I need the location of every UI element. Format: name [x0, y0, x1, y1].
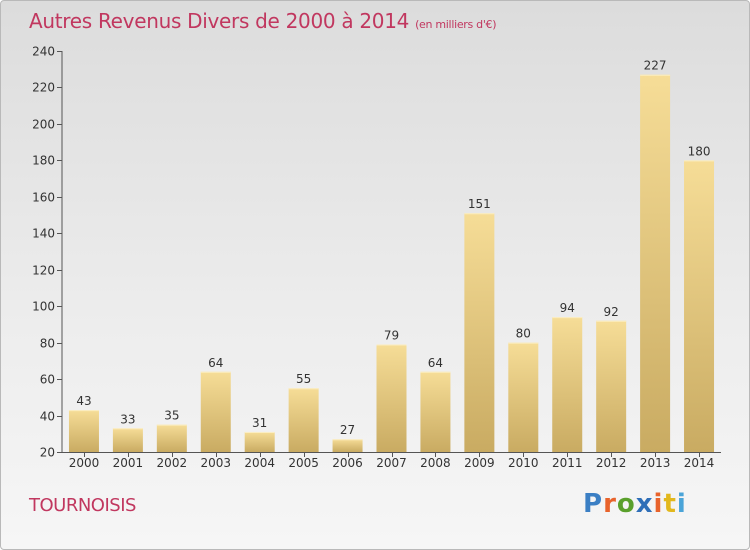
x-tick-label: 2013 — [640, 456, 671, 470]
bar-value-label: 33 — [120, 412, 135, 426]
bar-value-label: 80 — [516, 327, 531, 341]
x-tick-label: 2006 — [332, 456, 363, 470]
bar-value-label: 92 — [604, 305, 619, 319]
y-tick-label: 220 — [32, 81, 55, 95]
x-tick-label: 2009 — [464, 456, 495, 470]
bar — [200, 371, 231, 452]
y-tick-label: 200 — [32, 118, 55, 132]
x-tick-label: 2014 — [684, 456, 715, 470]
bar-value-label: 35 — [164, 409, 179, 423]
x-tick-label: 2010 — [508, 456, 539, 470]
y-tick-label: 160 — [32, 191, 55, 205]
y-tick-label: 120 — [32, 264, 55, 278]
bar-value-label: 31 — [252, 416, 267, 430]
proxiti-logo: Proxiti — [583, 489, 687, 519]
bar-value-label: 79 — [384, 328, 399, 342]
y-tick-label: 140 — [32, 227, 55, 241]
bar — [332, 439, 363, 452]
x-tick-label: 2003 — [200, 456, 231, 470]
bar-value-label: 227 — [644, 59, 667, 73]
bar — [68, 410, 99, 452]
chart-title: Autres Revenus Divers de 2000 à 2014 (en … — [29, 9, 497, 33]
bar — [156, 424, 187, 452]
y-tick-label: 20 — [40, 446, 55, 460]
x-tick-label: 2002 — [157, 456, 188, 470]
bar-value-label: 55 — [296, 372, 311, 386]
x-tick-label: 2000 — [69, 456, 100, 470]
logo-letter: t — [663, 489, 677, 519]
bar — [596, 320, 627, 452]
bar — [464, 213, 495, 452]
place-name: TOURNOISIS — [29, 495, 136, 516]
logo-letter: i — [676, 489, 687, 519]
bar — [640, 74, 671, 452]
y-tick-label: 60 — [40, 373, 55, 387]
bar-value-label: 180 — [688, 144, 711, 158]
bar — [420, 371, 451, 452]
y-tick-label: 240 — [32, 45, 55, 59]
bar — [508, 342, 539, 452]
x-tick-label: 2007 — [376, 456, 407, 470]
logo-letter: i — [653, 489, 664, 519]
bar-value-label: 27 — [340, 423, 355, 437]
bar-value-label: 151 — [468, 197, 491, 211]
bar — [684, 160, 715, 452]
bar — [112, 428, 143, 452]
x-tick-label: 2001 — [113, 456, 144, 470]
logo-letter: o — [616, 489, 636, 519]
chart-subtitle: (en milliers d'€) — [415, 18, 497, 31]
logo-letter: x — [635, 489, 654, 519]
y-tick-label: 100 — [32, 300, 55, 314]
logo-letter: P — [583, 489, 604, 519]
bar-value-label: 43 — [76, 394, 91, 408]
bar — [376, 344, 407, 452]
x-tick-label: 2005 — [288, 456, 319, 470]
x-tick-label: 2008 — [420, 456, 451, 470]
bar — [244, 431, 275, 452]
y-tick-label: 80 — [40, 337, 55, 351]
logo-letter: r — [603, 489, 617, 519]
y-tick-label: 40 — [40, 410, 55, 424]
bar-value-label: 94 — [560, 301, 575, 315]
bar-value-label: 64 — [428, 356, 443, 370]
bar — [552, 317, 583, 452]
y-tick-label: 180 — [32, 154, 55, 168]
x-tick-label: 2012 — [596, 456, 627, 470]
chart-title-text: Autres Revenus Divers de 2000 à 2014 — [29, 9, 410, 33]
x-tick-label: 2011 — [552, 456, 583, 470]
x-tick-label: 2004 — [244, 456, 275, 470]
bar — [288, 388, 319, 452]
bar-value-label: 64 — [208, 356, 223, 370]
